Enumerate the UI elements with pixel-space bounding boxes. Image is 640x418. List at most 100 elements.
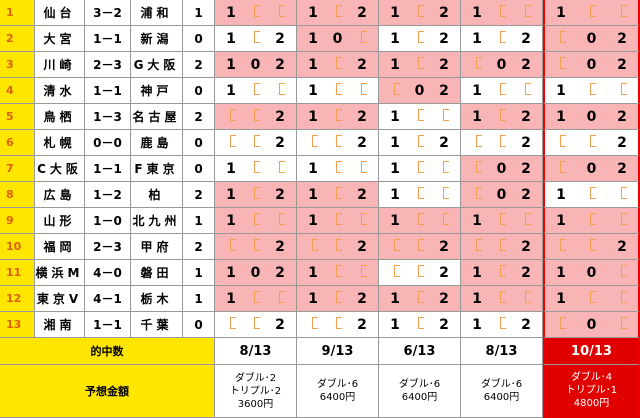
- pick-empty: [225, 134, 237, 151]
- pick: 1: [472, 316, 482, 333]
- placeholder: [590, 290, 596, 303]
- pick: 1: [556, 186, 566, 203]
- placeholder: [229, 134, 236, 147]
- pick: 2: [439, 30, 449, 47]
- away-team: 浦和: [131, 0, 183, 26]
- prediction: 1: [543, 0, 640, 26]
- pick: 2: [275, 108, 285, 125]
- away-team: 名古屋: [131, 104, 183, 130]
- pick: 2: [357, 56, 367, 73]
- score: 4－1: [85, 286, 131, 312]
- cost-line: 3600円: [237, 398, 274, 410]
- away-team: 新潟: [131, 26, 183, 52]
- placeholder: [311, 238, 318, 251]
- home-team: 仙台: [35, 0, 85, 26]
- pick: 1: [390, 160, 400, 177]
- pick-empty: [414, 160, 426, 177]
- placeholder: [336, 160, 342, 173]
- pick-empty: [496, 30, 508, 47]
- prediction: 1: [461, 78, 543, 104]
- prediction: 1: [215, 156, 297, 182]
- prediction: 1: [297, 156, 379, 182]
- pick-empty: [438, 186, 450, 203]
- pick-empty: [496, 290, 508, 307]
- placeholder: [524, 4, 531, 17]
- pick: 1: [226, 212, 236, 229]
- prediction: 2: [215, 104, 297, 130]
- result: 1: [183, 0, 215, 26]
- pick: 1: [308, 160, 318, 177]
- home-team: 山形: [35, 208, 85, 234]
- placeholder: [418, 186, 424, 199]
- pick: 1: [390, 134, 400, 151]
- pick-empty: [586, 290, 598, 307]
- placeholder: [500, 212, 506, 225]
- pick: 2: [275, 134, 285, 151]
- pick: 1: [226, 186, 236, 203]
- pick-empty: [250, 186, 262, 203]
- cost-value: ダブル･6 6400円: [461, 365, 543, 418]
- placeholder: [254, 134, 260, 147]
- pick: 1: [226, 4, 236, 21]
- pick: 1: [308, 264, 318, 281]
- placeholder: [500, 4, 506, 17]
- home-team: 東京V: [35, 286, 85, 312]
- placeholder: [418, 30, 424, 43]
- prediction: 1: [543, 286, 640, 312]
- pick: 2: [521, 30, 531, 47]
- pick: 0: [586, 56, 597, 73]
- result: 1: [183, 260, 215, 286]
- pick-empty: [414, 108, 426, 125]
- pick: 1: [390, 212, 400, 229]
- pick: 1: [472, 264, 482, 281]
- prediction: 2: [543, 234, 640, 260]
- pick: 0: [586, 108, 597, 125]
- pick-empty: [332, 82, 344, 99]
- placeholder: [500, 238, 506, 251]
- placeholder: [336, 212, 342, 225]
- placeholder: [475, 238, 482, 251]
- prediction: 1 0 2: [543, 104, 640, 130]
- placeholder: [475, 134, 482, 147]
- pick-empty: [414, 212, 426, 229]
- pick-empty: [307, 238, 319, 255]
- placeholder: [620, 264, 627, 277]
- prediction: 1: [461, 208, 543, 234]
- pick: 1: [308, 30, 318, 47]
- pick: 1: [308, 212, 318, 229]
- pick-empty: [438, 108, 450, 125]
- pick: 1: [308, 108, 318, 125]
- pick: 0: [586, 30, 597, 47]
- pick: 1: [556, 212, 566, 229]
- placeholder: [278, 290, 285, 303]
- prediction: 1: [543, 208, 640, 234]
- hits-label: 的中数: [0, 338, 215, 365]
- pick-empty: [250, 316, 262, 333]
- pick: 1: [390, 186, 400, 203]
- placeholder: [254, 212, 260, 225]
- pick: 1: [308, 290, 318, 307]
- prediction: 2: [215, 312, 297, 338]
- pick-empty: [274, 160, 286, 177]
- score: 1－1: [85, 26, 131, 52]
- cost-line: ダブル･2: [234, 372, 277, 384]
- pick: 2: [275, 30, 285, 47]
- placeholder: [620, 212, 627, 225]
- pick: 1: [390, 108, 400, 125]
- placeholder: [442, 186, 449, 199]
- cost-value: ダブル･6 6400円: [379, 365, 461, 418]
- score: 0－0: [85, 130, 131, 156]
- cost-label: 予想金額: [0, 365, 215, 418]
- cost-line: 6400円: [319, 392, 356, 403]
- away-team: 神戸: [131, 78, 183, 104]
- pick-empty: [389, 82, 401, 99]
- placeholder: [254, 186, 260, 199]
